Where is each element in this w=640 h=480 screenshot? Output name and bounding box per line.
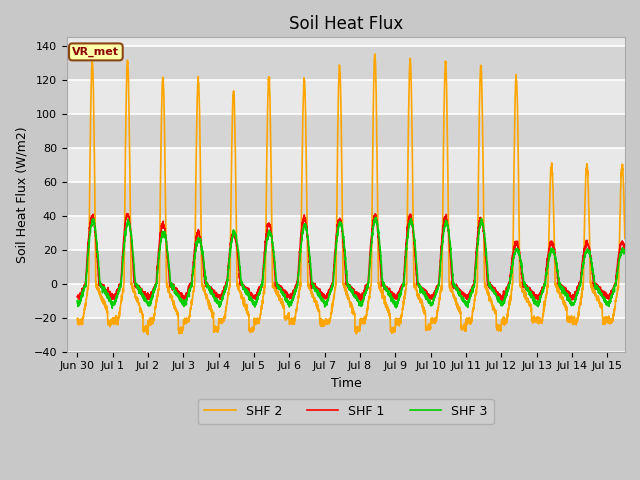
SHF 1: [337, 221, 345, 227]
SHF 1: [124, 211, 131, 216]
SHF 2: [506, 302, 513, 308]
SHF 2: [337, 129, 345, 134]
SHF 2: [617, 189, 625, 194]
SHF 2: [144, 332, 152, 337]
SHF 2: [383, 305, 391, 311]
Line: SHF 2: SHF 2: [77, 54, 625, 335]
Bar: [67, 250, 625, 284]
Title: Soil Heat Flux: Soil Heat Flux: [289, 15, 403, 33]
Bar: [67, 114, 625, 148]
Line: SHF 1: SHF 1: [77, 214, 625, 301]
SHF 3: [372, 214, 380, 220]
Bar: [67, 318, 625, 352]
X-axis label: Time: Time: [330, 377, 361, 390]
SHF 3: [74, 299, 81, 304]
SHF 1: [323, 295, 330, 301]
SHF 2: [371, 51, 379, 57]
SHF 2: [621, 236, 628, 241]
Line: SHF 3: SHF 3: [77, 217, 625, 308]
SHF 1: [506, 280, 513, 286]
SHF 3: [617, 253, 625, 259]
SHF 2: [74, 316, 81, 322]
SHF 1: [310, 284, 318, 290]
SHF 1: [617, 242, 625, 248]
SHF 1: [621, 248, 628, 253]
SHF 2: [310, 299, 318, 304]
SHF 2: [323, 319, 330, 325]
SHF 1: [383, 284, 391, 290]
Bar: [67, 46, 625, 80]
Bar: [67, 182, 625, 216]
SHF 1: [498, 298, 506, 304]
Text: VR_met: VR_met: [72, 47, 120, 57]
SHF 3: [108, 305, 116, 311]
SHF 3: [323, 299, 330, 304]
Y-axis label: Soil Heat Flux (W/m2): Soil Heat Flux (W/m2): [15, 126, 28, 263]
Legend: SHF 2, SHF 1, SHF 3: SHF 2, SHF 1, SHF 3: [198, 399, 493, 424]
SHF 3: [506, 280, 513, 286]
SHF 3: [383, 288, 391, 293]
SHF 1: [74, 294, 81, 300]
SHF 3: [310, 283, 318, 289]
SHF 3: [337, 222, 345, 228]
SHF 3: [621, 248, 628, 253]
